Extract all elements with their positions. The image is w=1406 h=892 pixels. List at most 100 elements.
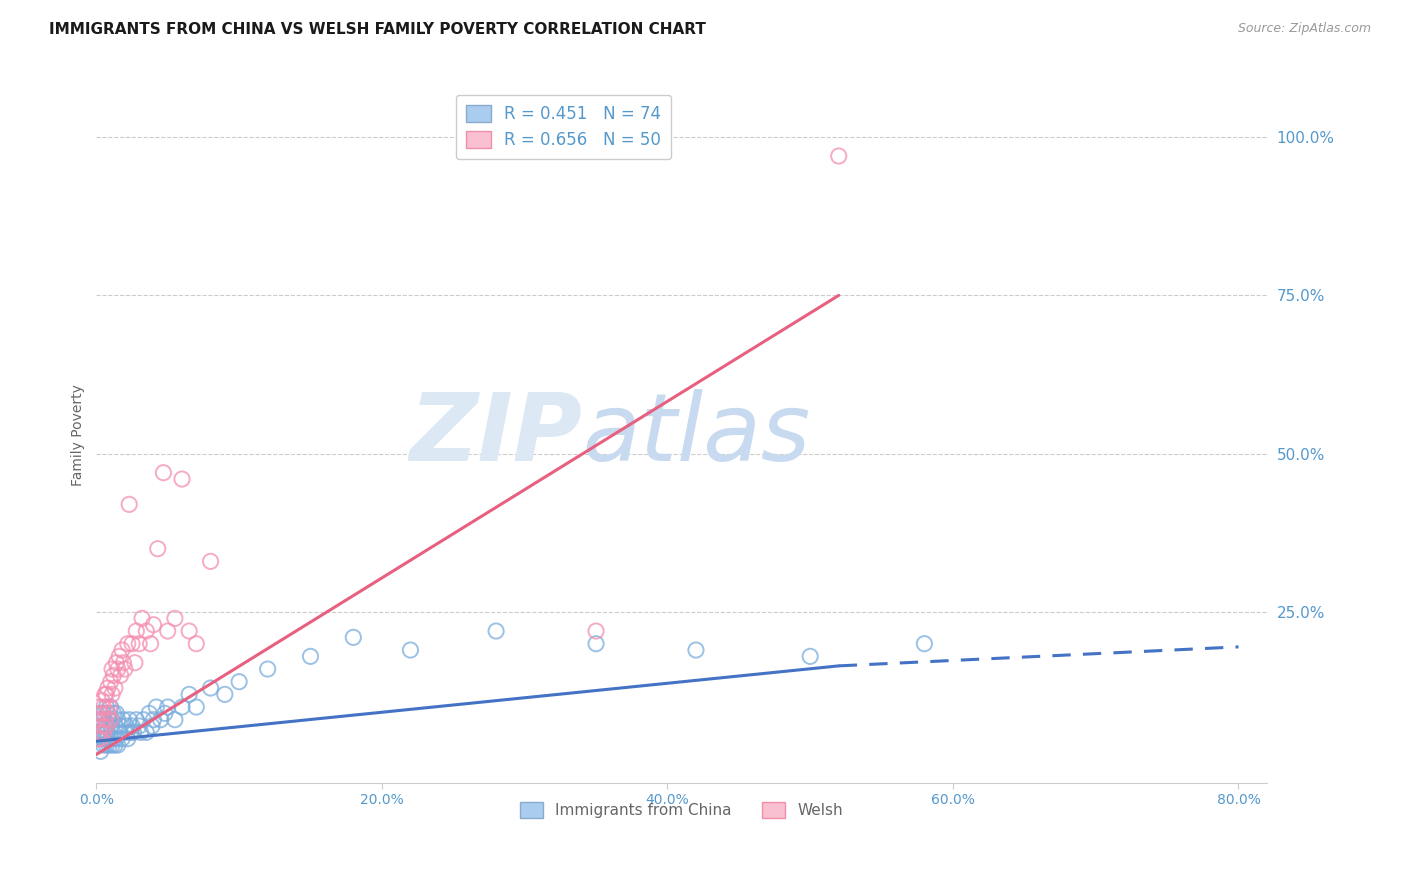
Point <box>179 624 201 638</box>
Point <box>90 744 112 758</box>
Point <box>107 738 129 752</box>
Point <box>94 687 117 701</box>
Point <box>94 713 117 727</box>
Point <box>153 706 176 721</box>
Point <box>145 700 167 714</box>
Point <box>105 731 128 746</box>
Point <box>186 637 208 651</box>
Point <box>87 725 110 739</box>
Y-axis label: Family Poverty: Family Poverty <box>72 384 86 485</box>
Point <box>170 472 193 486</box>
Point <box>128 637 150 651</box>
Point <box>228 674 250 689</box>
Text: Source: ZipAtlas.com: Source: ZipAtlas.com <box>1237 22 1371 36</box>
Point <box>100 719 122 733</box>
Point <box>96 725 118 739</box>
Point <box>101 713 124 727</box>
Point <box>146 541 169 556</box>
Point <box>139 637 162 651</box>
Point <box>89 713 111 727</box>
Text: ZIP: ZIP <box>409 389 582 481</box>
Point <box>828 149 851 163</box>
Point <box>96 719 118 733</box>
Point <box>121 637 143 651</box>
Point <box>89 725 111 739</box>
Point <box>114 662 136 676</box>
Point <box>186 700 208 714</box>
Point <box>149 713 172 727</box>
Point <box>156 700 179 714</box>
Point <box>141 719 163 733</box>
Point <box>103 731 125 746</box>
Point <box>90 706 112 721</box>
Point <box>97 731 120 746</box>
Point <box>97 706 120 721</box>
Point <box>156 624 179 638</box>
Point <box>118 713 141 727</box>
Legend: Immigrants from China, Welsh: Immigrants from China, Welsh <box>515 796 849 824</box>
Point <box>585 637 607 651</box>
Point <box>110 668 132 682</box>
Point <box>107 713 129 727</box>
Point <box>129 725 152 739</box>
Point <box>799 649 821 664</box>
Point <box>170 700 193 714</box>
Point <box>117 637 139 651</box>
Point <box>912 637 935 651</box>
Point <box>90 731 112 746</box>
Point <box>101 662 124 676</box>
Point <box>90 706 112 721</box>
Point <box>98 700 121 714</box>
Point <box>485 624 508 638</box>
Point <box>132 713 155 727</box>
Point <box>105 656 128 670</box>
Point <box>89 731 111 746</box>
Point <box>94 719 117 733</box>
Point <box>342 631 364 645</box>
Point <box>685 643 707 657</box>
Point <box>100 700 122 714</box>
Point <box>100 674 122 689</box>
Point <box>103 706 125 721</box>
Point <box>120 725 142 739</box>
Point <box>98 738 121 752</box>
Point <box>93 738 115 752</box>
Point <box>117 731 139 746</box>
Point <box>112 713 135 727</box>
Point <box>96 687 118 701</box>
Point <box>100 731 122 746</box>
Point <box>111 643 134 657</box>
Point <box>163 713 186 727</box>
Point <box>104 719 127 733</box>
Point <box>122 725 145 739</box>
Point <box>96 700 118 714</box>
Point <box>108 649 131 664</box>
Point <box>135 624 157 638</box>
Text: atlas: atlas <box>582 389 810 480</box>
Text: IMMIGRANTS FROM CHINA VS WELSH FAMILY POVERTY CORRELATION CHART: IMMIGRANTS FROM CHINA VS WELSH FAMILY PO… <box>49 22 706 37</box>
Point <box>111 731 134 746</box>
Point <box>163 611 186 625</box>
Point <box>103 668 125 682</box>
Point <box>91 731 114 746</box>
Point <box>93 725 115 739</box>
Point <box>105 706 128 721</box>
Point <box>90 719 112 733</box>
Point <box>131 611 153 625</box>
Point <box>91 719 114 733</box>
Point <box>107 662 129 676</box>
Point <box>87 738 110 752</box>
Point <box>93 725 115 739</box>
Point <box>399 643 422 657</box>
Point <box>152 466 174 480</box>
Point <box>299 649 322 664</box>
Point <box>114 725 136 739</box>
Point <box>585 624 607 638</box>
Point <box>94 731 117 746</box>
Point <box>135 725 157 739</box>
Point <box>97 706 120 721</box>
Point <box>200 554 222 568</box>
Point <box>128 719 150 733</box>
Point <box>97 681 120 695</box>
Point <box>125 713 148 727</box>
